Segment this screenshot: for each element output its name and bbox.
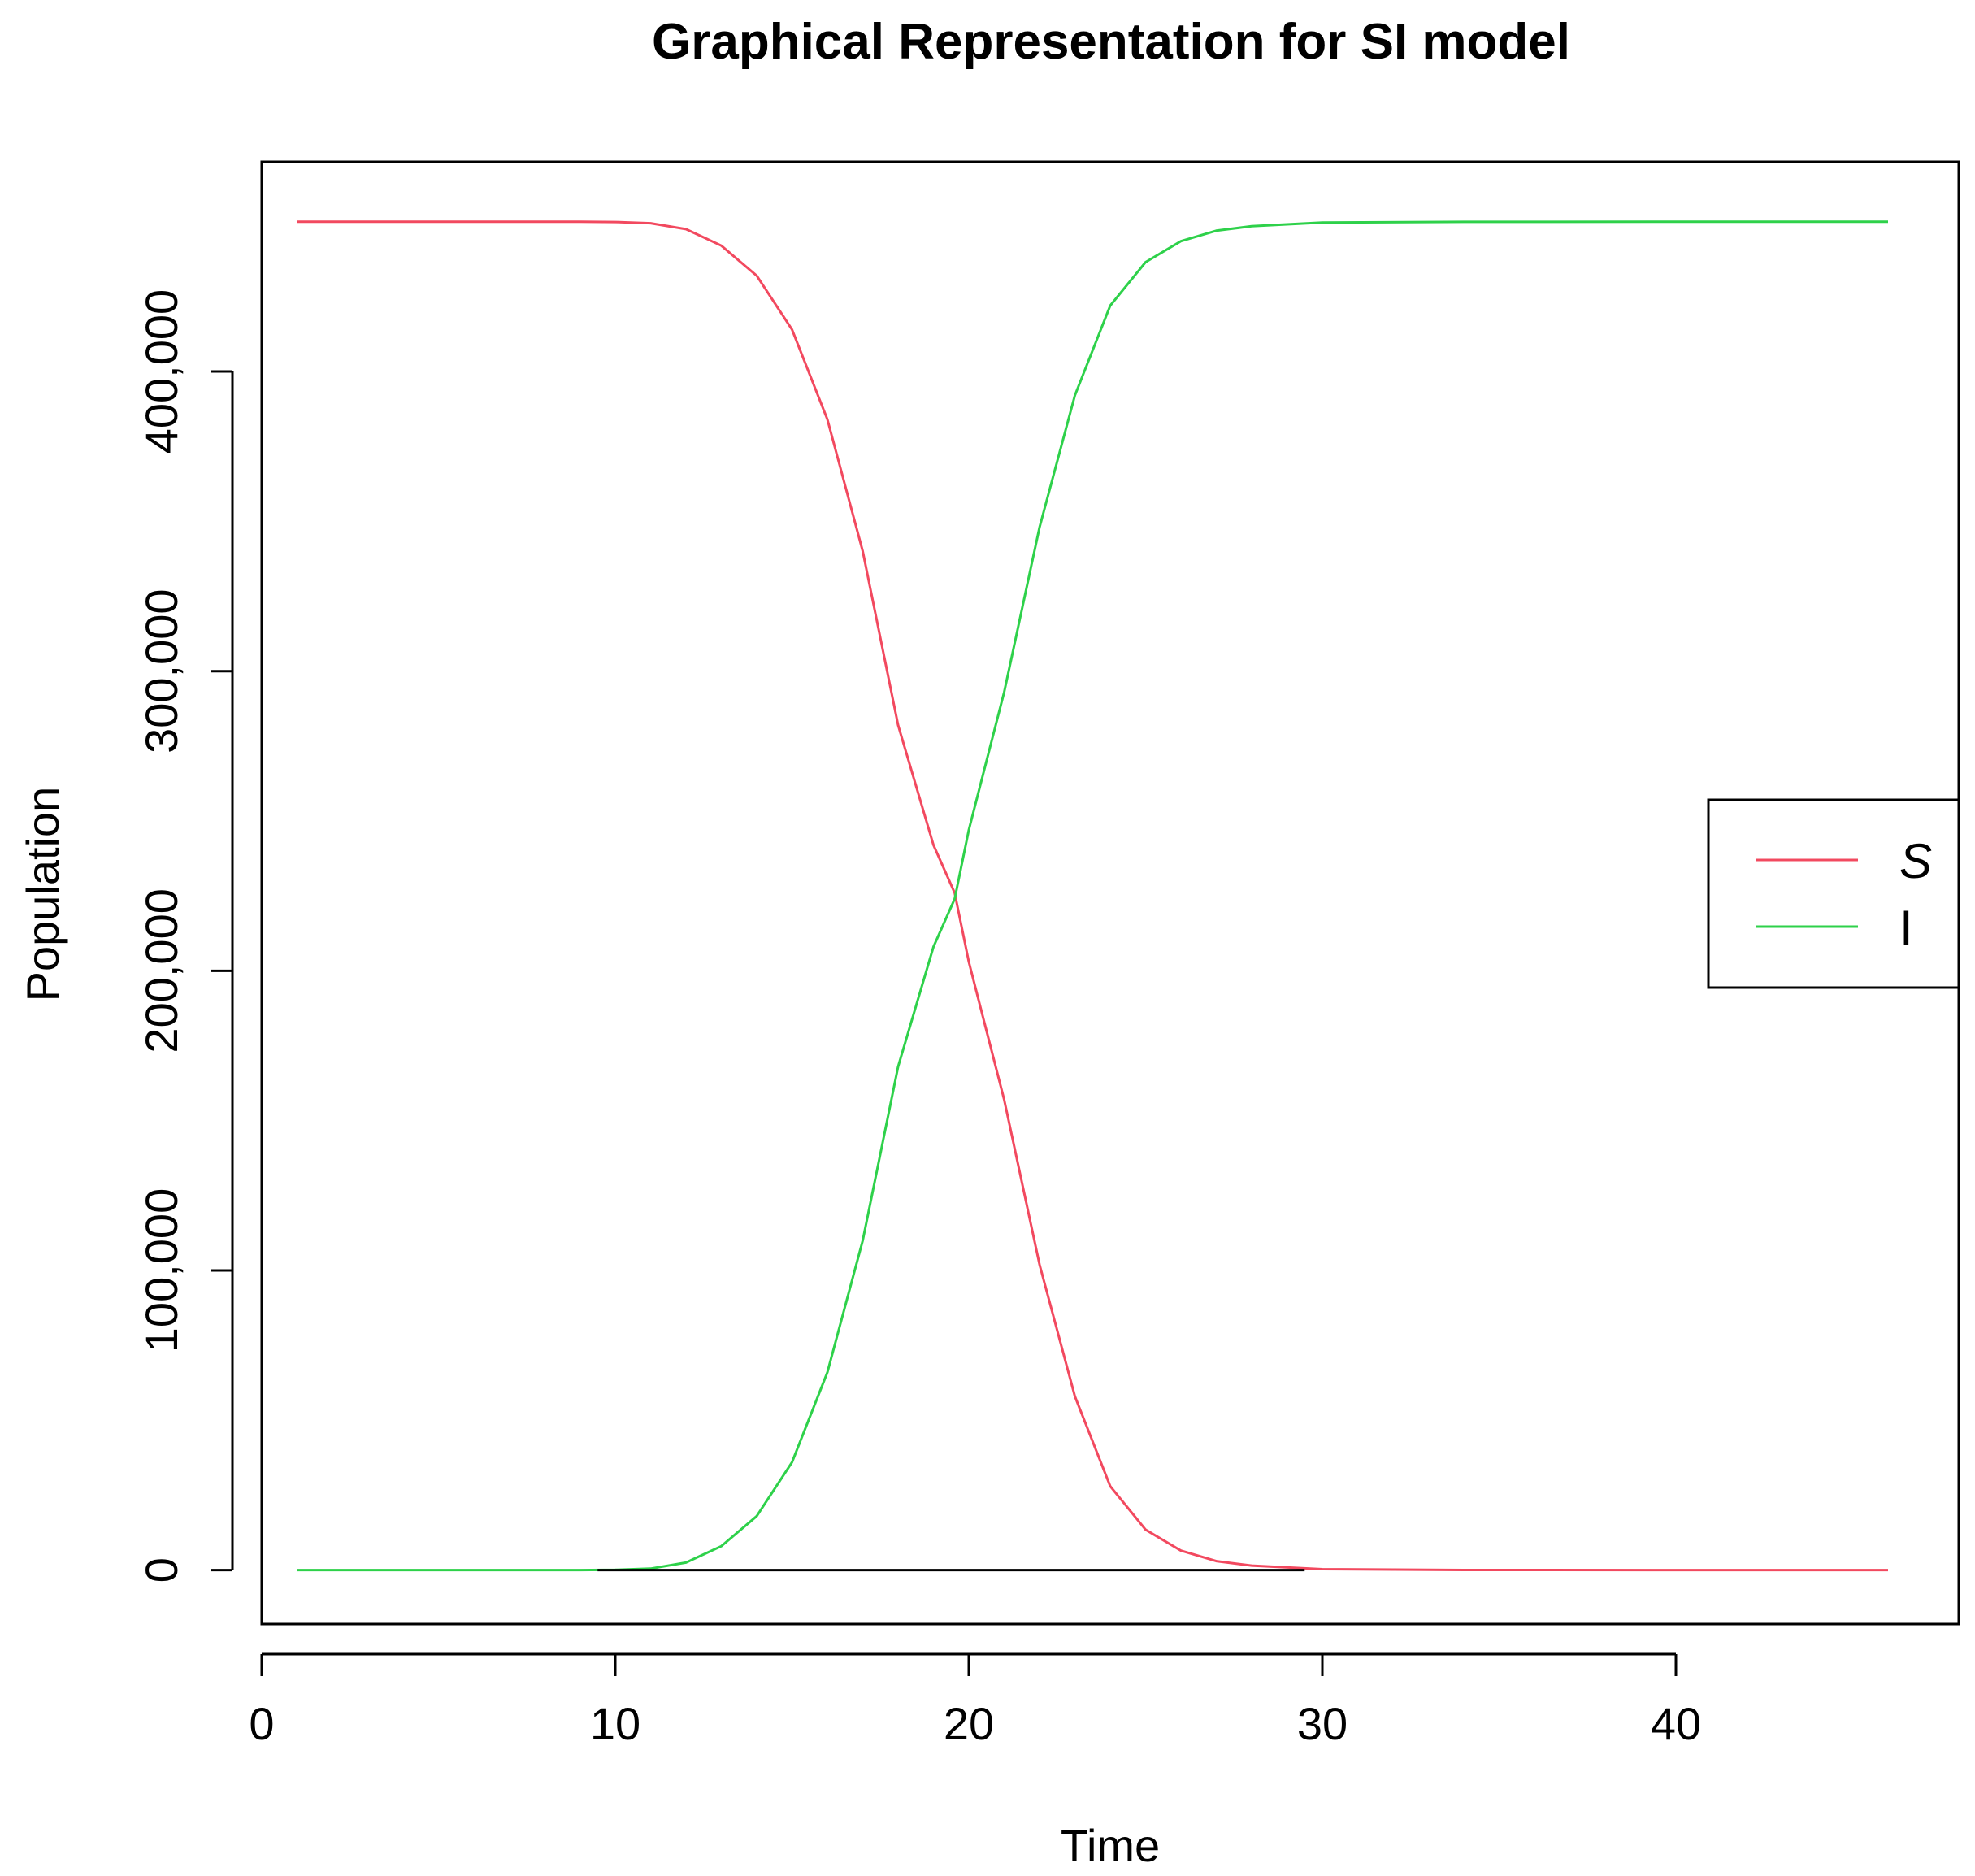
legend: S I — [1707, 798, 1960, 989]
legend-box — [1707, 798, 1960, 989]
legend-label-i: I — [1899, 901, 1913, 955]
y-tick-label: 100,000 — [136, 1188, 187, 1353]
x-tick-label: 30 — [1297, 1698, 1348, 1749]
y-tick-label: 400,000 — [136, 289, 187, 454]
x-tick-label: 0 — [249, 1698, 274, 1749]
x-axis-label: Time — [1061, 1820, 1160, 1871]
series-layer — [297, 220, 1888, 1572]
y-tick-label: 200,000 — [136, 888, 187, 1053]
legend-label-s: S — [1899, 834, 1932, 888]
x-axis: 0 10 20 30 40 — [249, 1652, 1701, 1749]
chart-title: Graphical Representation for SI model — [652, 14, 1570, 70]
y-axis: 0 100,000 200,000 300,000 400,000 — [136, 289, 234, 1583]
x-tick-label: 20 — [944, 1698, 994, 1749]
x-tick-label: 40 — [1651, 1698, 1701, 1749]
y-axis-label: Population — [17, 787, 68, 1002]
x-tick-label: 10 — [590, 1698, 640, 1749]
series-line-s — [297, 220, 1888, 1572]
y-tick-label: 300,000 — [136, 588, 187, 753]
y-tick-label: 0 — [136, 1557, 187, 1583]
